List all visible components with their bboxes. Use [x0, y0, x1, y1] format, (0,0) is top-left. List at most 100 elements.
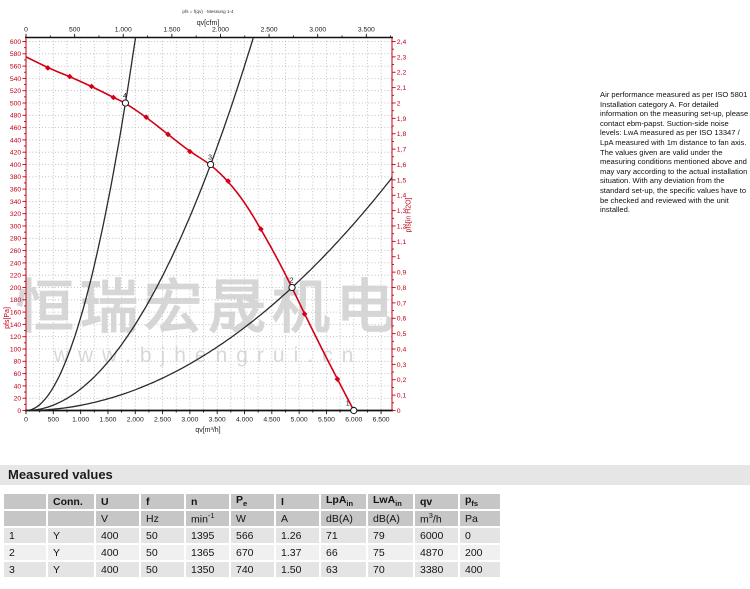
svg-text:120: 120	[10, 334, 22, 341]
svg-text:2,3: 2,3	[397, 54, 407, 61]
cell-conn: Y	[48, 562, 94, 577]
svg-text:4.500: 4.500	[263, 417, 280, 424]
curve-marker	[110, 94, 117, 101]
svg-text:2.000: 2.000	[127, 417, 144, 424]
system-curve	[26, 177, 392, 411]
curve-marker	[225, 178, 231, 184]
svg-text:440: 440	[10, 137, 22, 144]
system-curve	[26, 37, 137, 411]
table-row: 3 Y 400 50 1350 740 1.50 63 70 3380 400	[4, 562, 500, 577]
svg-text:1,2: 1,2	[397, 223, 407, 230]
svg-text:1,8: 1,8	[397, 131, 407, 138]
svg-text:1: 1	[397, 254, 401, 261]
system-curve	[26, 37, 255, 411]
x-axis-top-label: qv[cfm]	[197, 20, 220, 27]
curve-marker	[301, 311, 308, 317]
svg-text:0,8: 0,8	[397, 285, 407, 292]
curve-marker	[187, 148, 193, 155]
chart-caption: pfs = f(qv) · Messung 1-4	[182, 9, 234, 14]
cell-pfs: Pa	[460, 511, 500, 526]
svg-text:400: 400	[10, 162, 22, 169]
svg-text:0: 0	[397, 408, 401, 415]
svg-text:2,1: 2,1	[397, 85, 407, 92]
svg-text:0,5: 0,5	[397, 331, 407, 338]
svg-text:60: 60	[14, 371, 22, 378]
curve-marker	[88, 83, 95, 90]
svg-text:540: 540	[10, 76, 22, 83]
svg-text:1.500: 1.500	[163, 27, 180, 34]
cell-pfs: 200	[460, 545, 500, 560]
svg-text:1,5: 1,5	[397, 177, 407, 184]
cell-pe: W	[231, 511, 274, 526]
cell-conn	[48, 511, 94, 526]
cell-u: 400	[96, 528, 139, 543]
operating-point-label: 2	[290, 278, 294, 285]
plot-frame	[25, 36, 393, 412]
cell-u: 400	[96, 545, 139, 560]
cell-n: 1350	[186, 562, 229, 577]
operating-point-label: 3	[208, 155, 212, 162]
svg-text:0: 0	[24, 27, 28, 34]
svg-text:500: 500	[10, 100, 22, 107]
cell-pfs: pfs	[460, 494, 500, 509]
svg-text:0,9: 0,9	[397, 270, 407, 277]
cell-qv: 3380	[415, 562, 458, 577]
cell-pe: 670	[231, 545, 274, 560]
cell-conn: Y	[48, 528, 94, 543]
svg-text:20: 20	[14, 396, 22, 403]
operating-point-1	[350, 406, 358, 415]
cell-idx: 1	[4, 528, 46, 543]
svg-text:180: 180	[10, 297, 22, 304]
svg-text:80: 80	[14, 359, 22, 366]
svg-text:1,6: 1,6	[397, 162, 407, 169]
svg-text:1,3: 1,3	[397, 208, 407, 215]
cell-qv: m3/h	[415, 511, 458, 526]
cell-i: I	[276, 494, 319, 509]
cell-i: 1.50	[276, 562, 319, 577]
cell-qv: qv	[415, 494, 458, 509]
chart-svg: 恒瑞宏晟机电www.bjhengrui.cn020406080100120140…	[4, 9, 413, 434]
table-row: 1 Y 400 50 1395 566 1.26 71 79 6000 0	[4, 528, 500, 543]
svg-text:320: 320	[10, 211, 22, 218]
svg-text:0,3: 0,3	[397, 362, 407, 369]
svg-text:240: 240	[10, 260, 22, 267]
curve-marker	[143, 114, 150, 120]
cell-i: 1.37	[276, 545, 319, 560]
curve-marker	[165, 131, 171, 138]
cell-f: 50	[141, 562, 184, 577]
svg-text:260: 260	[10, 248, 22, 255]
cell-lpa: 63	[321, 562, 366, 577]
watermark-url: www.bjhengrui.cn	[53, 344, 363, 367]
svg-text:3.500: 3.500	[358, 27, 375, 34]
svg-text:5.000: 5.000	[291, 417, 308, 424]
svg-text:160: 160	[10, 310, 22, 317]
svg-text:2: 2	[397, 100, 401, 107]
x-axis-bottom-label: qv[m³/h]	[195, 427, 220, 434]
cell-lpa: LpAin	[321, 494, 366, 509]
operating-point-label: 4	[123, 93, 127, 100]
svg-text:2.500: 2.500	[154, 417, 171, 424]
svg-text:340: 340	[10, 199, 22, 206]
x-axis-bottom: 0 500 1.000 1.500 2.000 2.500 3.000 3.500 4.000 4…	[24, 410, 390, 434]
svg-text:460: 460	[10, 125, 22, 132]
svg-text:0,7: 0,7	[397, 300, 407, 307]
y-axis-right-label: pfs[in H2O]	[406, 197, 413, 232]
cell-n: 1395	[186, 528, 229, 543]
svg-text:0,1: 0,1	[397, 393, 407, 400]
svg-text:0: 0	[17, 408, 21, 415]
svg-text:2.500: 2.500	[261, 27, 278, 34]
svg-text:140: 140	[10, 322, 22, 329]
cell-conn: Y	[48, 545, 94, 560]
svg-text:6.500: 6.500	[373, 417, 390, 424]
measured-values-section-bar: Measured values	[0, 465, 750, 485]
svg-text:6.000: 6.000	[345, 417, 362, 424]
cell-pe: 740	[231, 562, 274, 577]
cell-lpa: dB(A)	[321, 511, 366, 526]
y-axis-left-label: pfs[Pa]	[4, 307, 11, 329]
cell-u: 400	[96, 562, 139, 577]
cell-lwa: 75	[368, 545, 413, 560]
svg-text:480: 480	[10, 113, 22, 120]
svg-text:2.000: 2.000	[212, 27, 229, 34]
